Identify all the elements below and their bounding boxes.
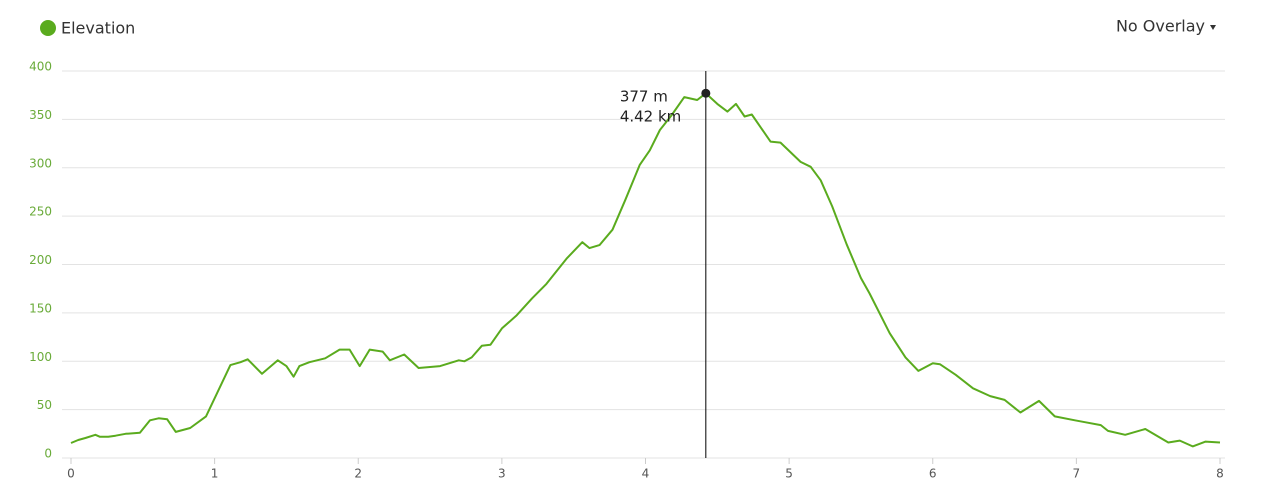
y-tick-label: 300 [29,156,52,170]
dropdown-arrow[interactable] [1210,25,1216,30]
y-tick-label: 400 [29,60,52,74]
y-tick-label: 200 [29,253,52,267]
y-tick-label: 250 [29,205,52,219]
y-tick-label: 0 [44,447,52,461]
x-tick-label: 3 [498,467,506,481]
y-tick-label: 50 [37,398,52,412]
x-tick-label: 5 [785,467,793,481]
x-tick-label: 7 [1073,467,1081,481]
x-tick-label: 6 [929,467,937,481]
cursor-dot [701,88,711,98]
elevation-line [70,92,1221,448]
cursor-label: 4.42 km [620,108,681,126]
x-tick-label: 4 [642,467,650,481]
overlay-label[interactable]: No Overlay [1116,17,1205,36]
x-tick-label: 8 [1216,467,1224,481]
cursor-label: 377 m [620,88,668,106]
y-tick-label: 350 [29,108,52,122]
overlay-dropdown[interactable]: No Overlay [1116,17,1216,36]
y-tick-label: 150 [29,301,52,315]
x-tick-label: 0 [67,467,75,481]
y-tick-label: 100 [29,350,52,364]
legend-dot [40,20,56,36]
x-tick-label: 2 [354,467,362,481]
legend-label: Elevation [61,19,135,38]
x-tick-label: 1 [211,467,219,481]
